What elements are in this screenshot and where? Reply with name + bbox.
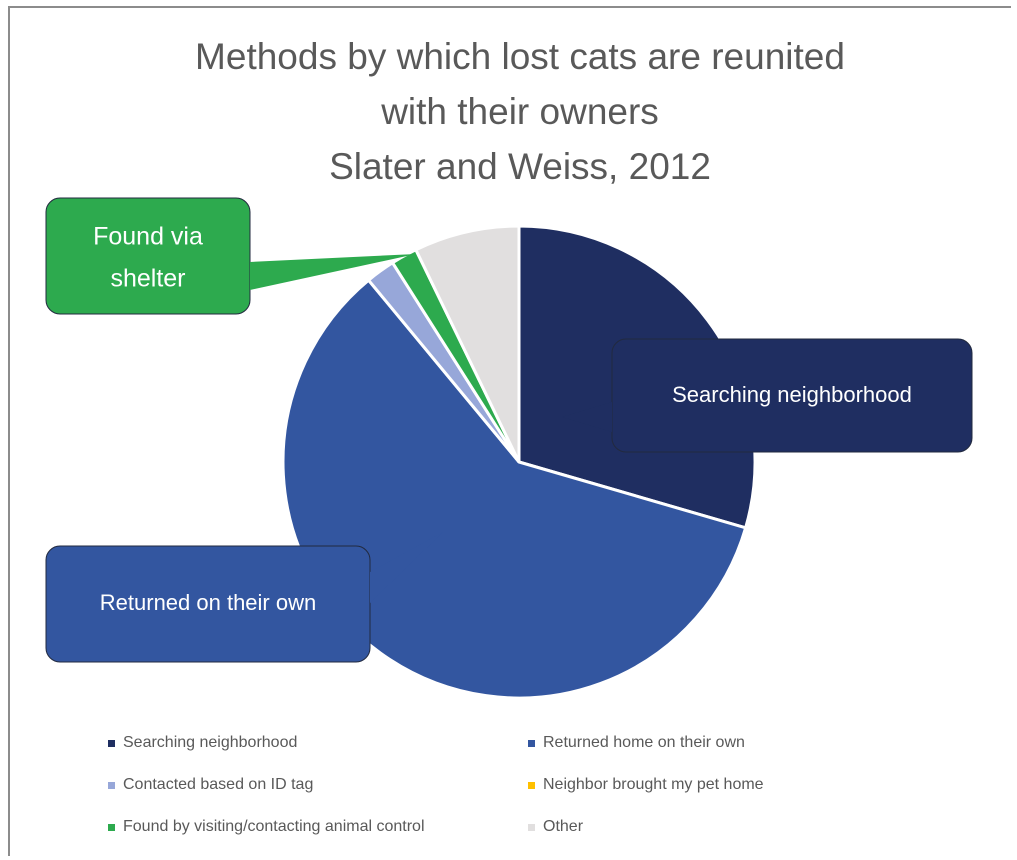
legend-label: Found by visiting/contacting animal cont…: [123, 818, 425, 835]
callout-label: shelter: [110, 265, 185, 293]
legend-swatch: [108, 739, 115, 747]
legend-swatch: [108, 823, 115, 831]
legend-label: Other: [543, 818, 584, 835]
callout-returned-home-on-their-own: Returned on their own: [45, 532, 443, 663]
pie-slice-other: [413, 224, 521, 463]
legend-label: Contacted based on ID tag: [123, 776, 314, 793]
callout-box: [45, 197, 251, 315]
legend-swatch: [528, 823, 535, 831]
callout-pointer: [370, 532, 443, 603]
callout-found-by-visiting-contacting-animal-control: Found via shelter: [45, 197, 416, 315]
callout-label: Returned on their own: [100, 590, 316, 615]
legend-label: Neighbor brought my pet home: [543, 776, 764, 793]
legend-label: Searching neighborhood: [123, 734, 298, 751]
legend-swatch: [528, 739, 535, 747]
callout-label: Found via: [93, 223, 203, 251]
chart-legend: Searching neighborhood Returned home on t…: [108, 732, 888, 838]
callout-searching-neighborhood: Searching neighborhood: [562, 338, 973, 453]
legend-swatch: [528, 781, 535, 789]
chart-title-line-3: Slater and Weiss, 2012: [329, 146, 711, 187]
callout-box: [45, 545, 371, 663]
callout-pointer: [250, 254, 416, 290]
legend-label: Returned home on their own: [543, 734, 745, 751]
chart-title-line-1: Methods by which lost cats are reunited: [195, 36, 845, 77]
legend-swatch: [108, 781, 115, 789]
chart-title-line-2: with their owners: [381, 91, 659, 132]
legend-item-found-by-visiting-contacting-animal-control: Found by visiting/contacting animal cont…: [108, 816, 528, 838]
chart-frame: [8, 6, 1011, 856]
legend-item-contacted-based-on-id-tag: Contacted based on ID tag: [108, 774, 528, 796]
legend-item-other: Other: [528, 816, 888, 838]
callout-box: [611, 338, 973, 453]
legend-item-searching-neighborhood: Searching neighborhood: [108, 732, 528, 754]
legend-item-neighbor-brought-my-pet-home: Neighbor brought my pet home: [528, 774, 888, 796]
legend-item-returned-home-on-their-own: Returned home on their own: [528, 732, 888, 754]
callout-label: Searching neighborhood: [672, 382, 912, 407]
callout-pointer: [562, 402, 612, 432]
pie-slice-returned-home-on-their-own: [281, 278, 748, 700]
